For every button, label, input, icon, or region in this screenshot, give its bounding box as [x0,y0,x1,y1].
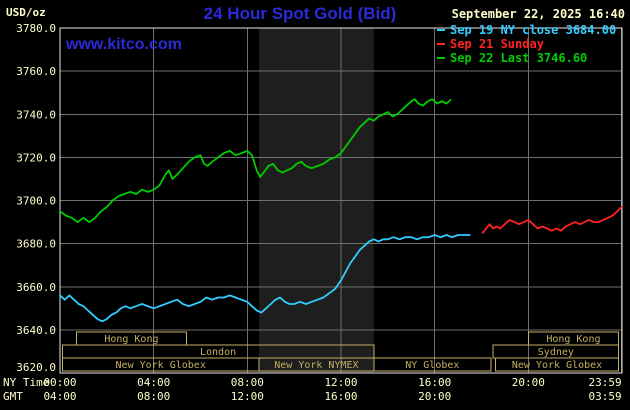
legend-label: Sep 19 NY close 3684.00 [450,23,617,37]
y-tick-label: 3780.0 [16,22,56,35]
x-tick-ny-time: 08:00 [231,376,264,389]
y-tick-label: 3680.0 [16,238,56,251]
x-tick-ny-time: 04:00 [137,376,170,389]
legend-label: Sep 21 Sunday [450,37,544,51]
x-tick-gmt: 08:00 [137,390,170,403]
y-tick-label: 3760.0 [16,65,56,78]
x-tick-ny-time: 23:59 [588,376,621,389]
x-tick-gmt: 20:00 [418,390,451,403]
y-tick-label: 3660.0 [16,281,56,294]
session-label: New York Globex [512,360,602,371]
session-label: Hong Kong [546,334,600,345]
chart-title: 24 Hour Spot Gold (Bid) [203,4,397,23]
legend-item: Sep 22 Last 3746.60 [437,51,616,65]
session-box-new-york-globex [495,357,619,372]
series-line-sep22 [59,98,452,224]
y-tick-label: 3700.0 [16,195,56,208]
x-axis-gmt-row-label: GMT [3,390,23,403]
series-line-sep19 [59,234,471,323]
legend: Sep 19 NY close 3684.00 Sep 21 Sunday Sep … [437,23,616,65]
legend-swatch [437,57,445,59]
y-tick-label: 3740.0 [16,108,56,121]
session-label: New York Globex [116,360,206,371]
x-tick-ny-time: 00:00 [43,376,76,389]
y-tick-label: 3720.0 [16,151,56,164]
x-tick-ny-time: 12:00 [324,376,357,389]
session-label: London [200,347,236,358]
price-unit-label: USD/oz [6,6,46,19]
legend-label: Sep 22 Last 3746.60 [450,51,588,65]
x-axis-ny-time-row-label: NY Time [3,376,50,389]
legend-item: Sep 21 Sunday [437,37,616,51]
x-tick-ny-time: 20:00 [512,376,545,389]
session-label: NY Globex [405,360,459,371]
datetime-label: September 22, 2025 16:40 [451,7,625,21]
x-tick-gmt: 04:00 [43,390,76,403]
x-tick-gmt: 16:00 [324,390,357,403]
y-tick-label: 3640.0 [16,324,56,337]
session-box-ny-globex [373,357,492,372]
y-tick-label: 3620.0 [16,361,56,374]
session-label: Hong Kong [104,334,158,345]
legend-item: Sep 19 NY close 3684.00 [437,23,616,37]
plot-border [59,27,623,374]
session-label: New York NYMEX [274,360,358,371]
kitco-watermark-link[interactable]: www.kitco.com [66,36,182,53]
legend-swatch [437,29,445,31]
series-line-sep21 [481,206,623,234]
x-tick-gmt: 12:00 [231,390,264,403]
legend-swatch [437,43,445,45]
x-tick-ny-time: 16:00 [418,376,451,389]
session-label: Sydney [538,347,574,358]
x-tick-gmt: 03:59 [588,390,621,403]
